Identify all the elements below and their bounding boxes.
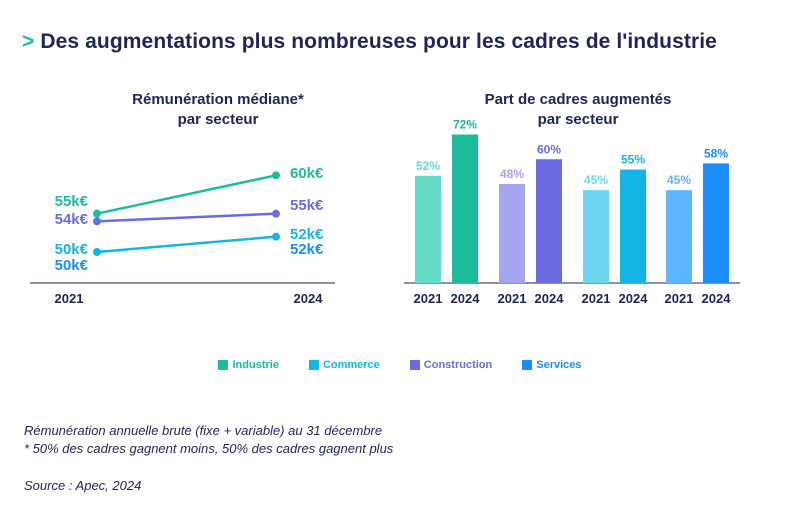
footnote-line-1: Rémunération annuelle brute (fixe + vari… <box>24 423 383 438</box>
line-series-construction <box>96 212 277 223</box>
bar-construction-2024 <box>536 159 562 283</box>
line-label-services-2024: 52k€ <box>290 241 324 258</box>
bar-industrie-2024 <box>452 134 478 283</box>
bar-chart-title: Part de cadres augmentés <box>485 91 672 108</box>
line-point-industrie-2024 <box>272 171 280 180</box>
bar-label-commerce-2024: 55% <box>621 153 645 167</box>
line-chart-subtitle: par secteur <box>178 111 259 128</box>
legend-label-commerce: Commerce <box>322 359 380 371</box>
bar-label-construction-2024: 60% <box>537 142 561 156</box>
bar-label-services-2024: 58% <box>704 146 728 160</box>
legend: Industrie Commerce Construction Services <box>0 359 800 371</box>
legend-swatch-industrie <box>218 360 229 370</box>
line-point-commerce-2024 <box>272 232 280 241</box>
line-point-construction-2024 <box>272 209 280 218</box>
bar-x-tick-commerce-2021: 2021 <box>582 291 611 306</box>
bar-label-services-2021: 45% <box>667 173 691 187</box>
bar-chart-subtitle: par secteur <box>538 111 619 128</box>
legend-swatch-services <box>522 360 533 370</box>
bar-x-tick-construction-2021: 2021 <box>498 291 527 306</box>
bar-x-tick-industrie-2021: 2021 <box>414 291 443 306</box>
charts-canvas: Rémunération médiane* par secteur Part d… <box>30 91 740 306</box>
bar-label-commerce-2021: 45% <box>584 173 608 187</box>
bar-x-tick-services-2021: 2021 <box>665 291 694 306</box>
line-label-commerce-2021: 50k€ <box>55 241 89 258</box>
line-label-construction-2024: 55k€ <box>290 197 324 214</box>
source-note: Source : Apec, 2024 <box>24 478 142 493</box>
line-label-industrie-2021: 55k€ <box>55 193 89 210</box>
legend-item-commerce: Commerce <box>308 359 380 371</box>
bar-services-2024 <box>703 163 729 283</box>
bar-industrie-2021 <box>415 175 441 283</box>
line-label-industrie-2024: 60k€ <box>290 165 324 182</box>
legend-label-construction: Construction <box>423 359 493 371</box>
bar-services-2021 <box>666 190 692 283</box>
page-title: > Des augmentations plus nombreuses pour … <box>22 30 717 54</box>
legend-item-services: Services <box>522 359 582 371</box>
line-x-tick-2024: 2024 <box>294 291 324 306</box>
line-chart-title: Rémunération médiane* <box>132 91 304 108</box>
bar-label-industrie-2021: 52% <box>416 159 440 173</box>
legend-item-construction: Construction <box>409 359 493 371</box>
bar-commerce-2021 <box>583 190 609 283</box>
bar-commerce-2024 <box>620 169 646 283</box>
footnote-line-2: * 50% des cadres gagnent moins, 50% des … <box>24 441 394 456</box>
line-point-construction-2021 <box>93 217 101 226</box>
line-series-commerce <box>96 235 277 254</box>
bar-label-industrie-2024: 72% <box>453 118 477 132</box>
legend-swatch-construction <box>409 360 420 370</box>
line-point-industrie-2021 <box>93 209 101 218</box>
line-label-construction-2021: 54k€ <box>55 211 89 228</box>
bar-label-construction-2021: 48% <box>500 167 524 181</box>
legend-label-services: Services <box>536 359 582 371</box>
title-text: Des augmentations plus nombreuses pour l… <box>40 30 717 53</box>
line-label-commerce-2024: 52k€ <box>290 226 324 243</box>
line-label-services-2021: 50k€ <box>55 257 89 274</box>
bar-x-tick-construction-2024: 2024 <box>535 291 565 306</box>
footnotes: Rémunération annuelle brute (fixe + vari… <box>24 422 393 458</box>
line-x-tick-2021: 2021 <box>55 291 84 306</box>
bar-construction-2021 <box>499 184 525 283</box>
legend-label-industrie: Industrie <box>232 359 279 371</box>
line-series-industrie <box>96 174 277 215</box>
line-point-commerce-2021 <box>93 248 101 256</box>
legend-swatch-commerce <box>308 360 319 370</box>
title-arrow: > <box>22 30 35 53</box>
bar-x-tick-services-2024: 2024 <box>702 291 732 306</box>
bar-x-tick-industrie-2024: 2024 <box>451 291 481 306</box>
bar-x-tick-commerce-2024: 2024 <box>619 291 649 306</box>
legend-item-industrie: Industrie <box>218 359 279 371</box>
